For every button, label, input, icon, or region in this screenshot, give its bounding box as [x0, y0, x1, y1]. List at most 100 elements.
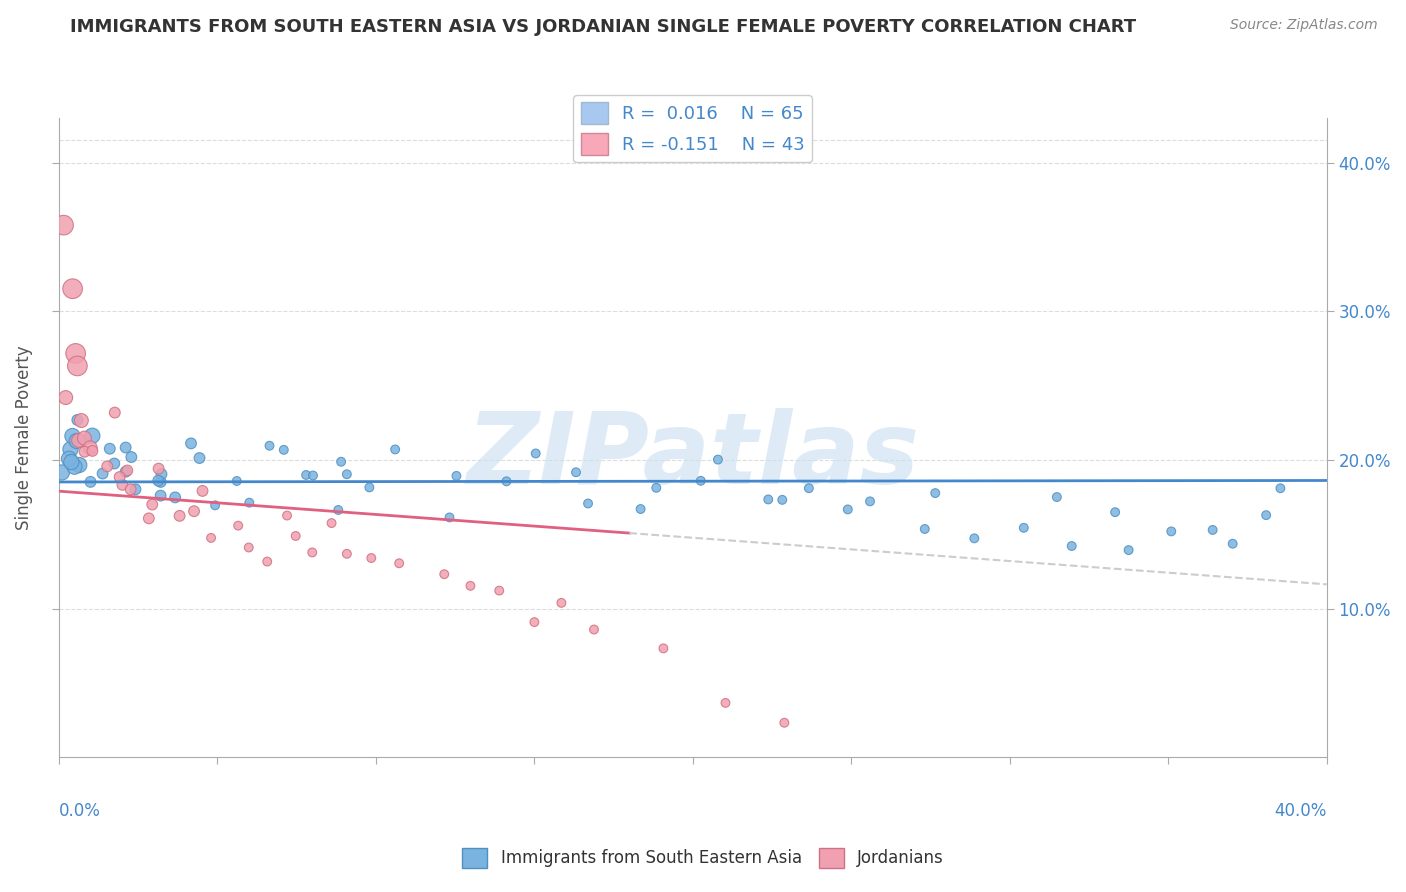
Point [689, 474, 711, 488]
Point [1046, 490, 1069, 504]
Point [446, 469, 468, 483]
Point [183, 504, 205, 518]
Point [259, 439, 281, 453]
Point [63, 459, 86, 474]
Point [169, 508, 191, 523]
Point [138, 511, 160, 525]
Point [550, 596, 572, 610]
Point [576, 496, 599, 510]
Point [67, 458, 90, 472]
Point [1222, 537, 1244, 551]
Point [79, 441, 101, 455]
Point [124, 483, 146, 497]
Point [1060, 539, 1083, 553]
Point [60, 455, 83, 469]
Point [104, 406, 127, 420]
Point [565, 465, 588, 479]
Point [488, 583, 510, 598]
Point [328, 503, 350, 517]
Point [652, 641, 675, 656]
Point [98, 442, 121, 456]
Legend: Immigrants from South Eastern Asia, Jordanians: Immigrants from South Eastern Asia, Jord… [456, 841, 950, 875]
Point [58, 451, 80, 466]
Point [120, 450, 142, 464]
Point [96, 459, 118, 474]
Point [66, 413, 89, 427]
Point [114, 441, 136, 455]
Point [180, 436, 202, 450]
Point [148, 461, 170, 475]
Point [714, 696, 737, 710]
Point [117, 463, 139, 477]
Point [73, 431, 96, 445]
Point [91, 467, 114, 481]
Point [276, 508, 298, 523]
Point [770, 492, 793, 507]
Point [70, 413, 93, 427]
Point [65, 346, 87, 360]
Point [165, 491, 187, 505]
Legend: R =  0.016    N = 65, R = -0.151    N = 43: R = 0.016 N = 65, R = -0.151 N = 43 [574, 95, 813, 162]
Point [284, 529, 307, 543]
Point [188, 450, 211, 465]
Point [273, 442, 295, 457]
Point [1256, 508, 1278, 523]
Point [330, 455, 353, 469]
Point [191, 483, 214, 498]
Point [388, 556, 411, 570]
Point [111, 478, 134, 492]
Point [238, 496, 260, 510]
Point [384, 442, 406, 457]
Point [1118, 543, 1140, 558]
Point [59, 442, 82, 457]
Point [150, 467, 173, 481]
Point [1160, 524, 1182, 539]
Text: ZIPatlas: ZIPatlas [467, 409, 920, 506]
Point [963, 532, 986, 546]
Point [141, 498, 163, 512]
Point [439, 510, 461, 524]
Point [295, 467, 318, 482]
Point [524, 446, 547, 460]
Point [433, 567, 456, 582]
Point [120, 483, 142, 497]
Point [149, 489, 172, 503]
Point [321, 516, 343, 530]
Point [859, 494, 882, 508]
Y-axis label: Single Female Poverty: Single Female Poverty [15, 345, 32, 530]
Point [82, 428, 104, 442]
Text: IMMIGRANTS FROM SOUTH EASTERN ASIA VS JORDANIAN SINGLE FEMALE POVERTY CORRELATIO: IMMIGRANTS FROM SOUTH EASTERN ASIA VS JO… [70, 18, 1136, 36]
Point [149, 475, 172, 489]
Point [582, 623, 605, 637]
Point [837, 502, 859, 516]
Point [204, 499, 226, 513]
Point [756, 492, 779, 507]
Point [523, 615, 546, 629]
Point [914, 522, 936, 536]
Point [336, 467, 359, 482]
Point [302, 468, 325, 483]
Text: 0.0%: 0.0% [59, 802, 101, 820]
Point [301, 545, 323, 559]
Point [1201, 523, 1223, 537]
Point [460, 579, 482, 593]
Point [645, 481, 668, 495]
Text: Source: ZipAtlas.com: Source: ZipAtlas.com [1230, 18, 1378, 32]
Point [256, 555, 278, 569]
Point [707, 452, 730, 467]
Point [1270, 481, 1292, 495]
Text: 40.0%: 40.0% [1274, 802, 1327, 820]
Point [200, 531, 222, 545]
Point [103, 457, 125, 471]
Point [66, 434, 89, 448]
Point [108, 470, 131, 484]
Point [51, 466, 73, 480]
Point [630, 502, 652, 516]
Point [148, 474, 170, 488]
Point [1012, 521, 1035, 535]
Point [225, 474, 247, 488]
Point [238, 541, 260, 555]
Point [73, 444, 96, 458]
Point [55, 391, 77, 405]
Point [1104, 505, 1126, 519]
